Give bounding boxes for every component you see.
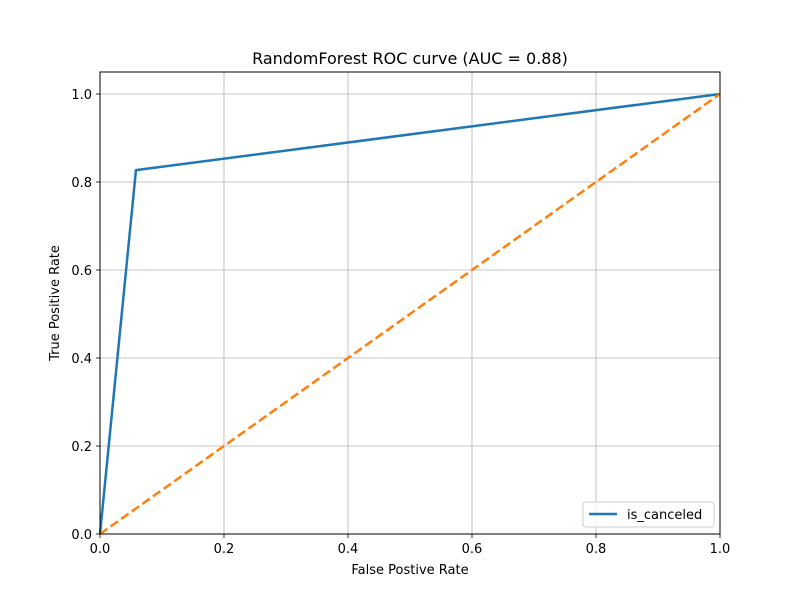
legend: is_canceled xyxy=(582,501,715,528)
x-tick-label: 0.0 xyxy=(90,542,111,557)
y-tick-label: 0.6 xyxy=(71,264,92,279)
y-tick-label: 0.4 xyxy=(71,352,92,367)
x-tick-label: 0.8 xyxy=(586,542,607,557)
legend-box xyxy=(582,501,715,528)
y-tick-label: 0.0 xyxy=(71,528,92,543)
y-tick-label: 1.0 xyxy=(71,88,92,103)
series-lines xyxy=(98,92,721,536)
y-tick-label: 0.8 xyxy=(71,176,92,191)
x-axis-label: False Postive Rate xyxy=(351,563,468,578)
axis-ticks: 0.0 0.2 0.4 0.6 0.8 1.0 0.0 0.2 0.4 0.6 0.8 1.0 xyxy=(71,88,730,557)
chance-diagonal-line xyxy=(99,92,721,536)
x-tick-label: 0.6 xyxy=(462,542,483,557)
plot-frame xyxy=(99,71,721,535)
x-tick-label: 0.2 xyxy=(214,542,235,557)
legend-label-is-canceled: is_canceled xyxy=(627,508,702,523)
x-tick-label: 1.0 xyxy=(710,542,731,557)
x-tick-label: 0.4 xyxy=(338,542,359,557)
roc-curve-line xyxy=(98,92,721,535)
chart-title: RandomForest ROC curve (AUC = 0.88) xyxy=(252,49,568,68)
y-tick-label: 0.2 xyxy=(71,440,92,455)
y-axis-label: True Positive Rate xyxy=(48,245,63,362)
grid-lines xyxy=(99,72,721,535)
